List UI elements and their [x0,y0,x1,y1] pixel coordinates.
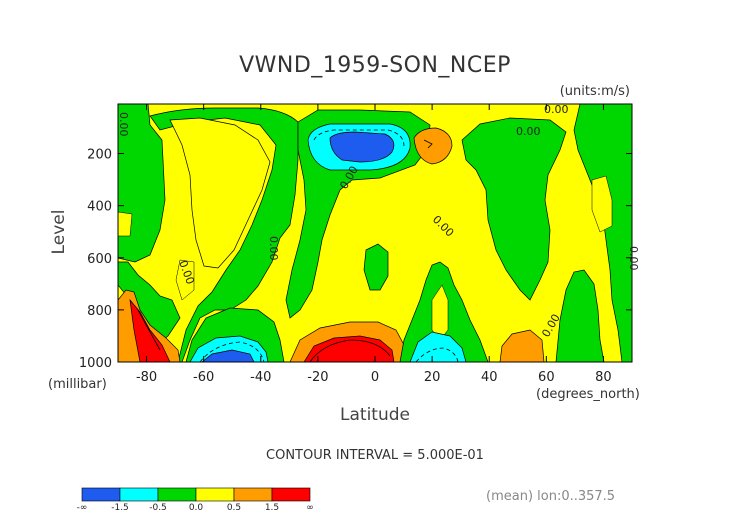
chart-title: VWND_1959-SON_NCEP [239,53,511,78]
colorbar: -∞ -1.5 -0.5 0.0 0.5 1.5 ∞ [77,487,314,513]
x-units-label: (degrees_north) [536,387,640,402]
x-tick-label: -60 [193,370,214,385]
fill-positive-small [118,211,133,237]
fill-negative-small [169,117,271,269]
x-tick-label: -40 [250,370,271,385]
fill-positive-small [591,175,613,233]
x-tick-label: 80 [595,370,612,385]
x-tick-label: 20 [424,370,441,385]
colorbar-tick-label: -∞ [77,503,88,513]
y-tick-label: 400 [87,200,112,215]
colorbar-swatch [233,487,273,502]
y-tick-label: 1000 [79,356,112,371]
colorbar-swatch [271,487,311,502]
x-axis-label: Latitude [340,405,410,425]
fill-positive-mid [413,127,453,165]
fill-negative-small [555,269,605,362]
solid-contour [137,309,161,351]
colorbar-swatch [81,487,121,502]
dashed-contour [415,347,459,362]
fill-negative-small [149,107,299,362]
colorbar-swatch [195,487,235,502]
x-tick-label: 0 [371,370,379,385]
contour-label: 0.00 [544,103,569,116]
colorbar-tick-label: -1.5 [111,503,129,513]
fill-negative-large [201,349,255,362]
contour-label: 0.00 [627,246,640,271]
units-label: (units:m/s) [560,84,630,99]
y-tick-label: 200 [87,148,112,163]
contour-label: 0.00 [117,112,130,137]
contour-interval-text: CONTOUR INTERVAL = 5.000E-01 [266,448,484,463]
colorbar-swatch [157,487,197,502]
contour-field [118,104,632,362]
dashed-contour [313,129,405,147]
solid-contour [309,339,391,362]
colorbar-tick-label: 0.5 [227,503,241,513]
footer-text: (mean) lon:0..357.5 [486,489,615,504]
y-axis: 200 400 600 800 1000 [79,148,632,371]
fill-positive-large [303,335,395,362]
fill-negative-large [329,131,395,163]
colorbar-tick-label: ∞ [306,503,314,513]
colorbar-tick-label: 1.5 [265,503,279,513]
x-tick-label: 40 [481,370,498,385]
contour-label: 0.00 [516,125,541,138]
x-tick-label: 60 [538,370,555,385]
fill-negative-small [461,117,567,301]
fill-negative-small [363,243,389,291]
colorbar-swatch [119,487,159,502]
colorbar-tick-label: -0.5 [149,503,167,513]
fill-positive-small [175,259,195,301]
contour-label: 0.00 [267,236,280,261]
solid-contour [423,139,433,149]
x-axis: -80 -60 -40 -20 0 20 40 60 80 [136,104,612,385]
fill-negative-small [573,104,632,362]
y-axis-label: Level [49,210,69,255]
x-tick-label: -20 [307,370,328,385]
x-tick-label: -80 [136,370,157,385]
colorbar-tick-label: 0.0 [189,503,204,513]
y-tick-label: 800 [87,304,112,319]
fill-positive-mid [499,329,545,362]
y-units-label: (millibar) [48,377,107,392]
y-tick-label: 600 [87,252,112,267]
fill-positive-small [431,284,449,341]
contour-labels: 0.00 0.00 0.00 0.00 0.00 0.00 0.00 0.00 … [117,103,640,340]
fill-positive-large [129,298,171,362]
